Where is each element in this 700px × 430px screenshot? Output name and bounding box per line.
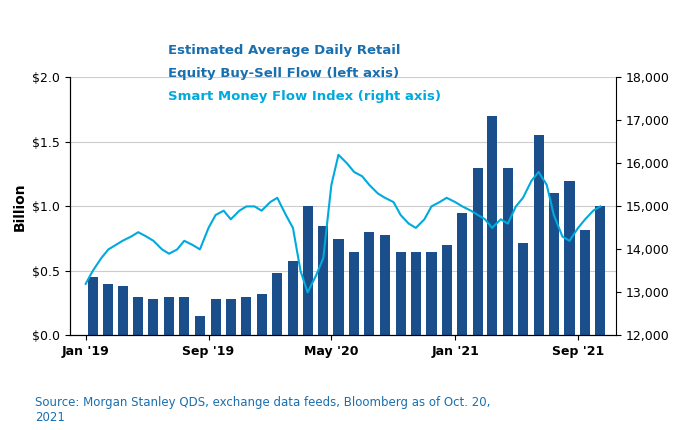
Bar xyxy=(457,213,468,335)
Text: Equity Buy-Sell Flow (left axis): Equity Buy-Sell Flow (left axis) xyxy=(168,67,400,80)
Bar xyxy=(318,226,328,335)
Text: Estimated Average Daily Retail: Estimated Average Daily Retail xyxy=(168,44,401,57)
Bar xyxy=(241,297,251,335)
Bar xyxy=(487,116,497,335)
Bar xyxy=(272,273,282,335)
Bar xyxy=(195,316,205,335)
Text: Smart Money Flow Index (right axis): Smart Money Flow Index (right axis) xyxy=(168,90,441,103)
Bar xyxy=(595,206,606,335)
Bar xyxy=(225,299,236,335)
Bar xyxy=(380,235,390,335)
Bar xyxy=(426,252,437,335)
Bar xyxy=(148,299,158,335)
Bar xyxy=(179,297,189,335)
Bar xyxy=(133,297,144,335)
Y-axis label: Billion: Billion xyxy=(13,182,27,231)
Bar xyxy=(580,230,590,335)
Bar xyxy=(364,232,374,335)
Bar xyxy=(164,297,174,335)
Bar xyxy=(564,181,575,335)
Bar xyxy=(411,252,421,335)
Bar xyxy=(473,168,483,335)
Bar xyxy=(256,294,267,335)
Bar xyxy=(88,277,98,335)
Bar xyxy=(503,168,513,335)
Bar xyxy=(395,252,406,335)
Bar xyxy=(518,243,528,335)
Bar xyxy=(333,239,344,335)
Bar xyxy=(302,206,313,335)
Bar xyxy=(118,286,127,335)
Bar xyxy=(288,261,298,335)
Bar xyxy=(442,245,452,335)
Text: Source: Morgan Stanley QDS, exchange data feeds, Bloomberg as of Oct. 20,
2021: Source: Morgan Stanley QDS, exchange dat… xyxy=(35,396,491,424)
Bar xyxy=(349,252,359,335)
Bar xyxy=(549,194,559,335)
Bar xyxy=(211,299,220,335)
Bar xyxy=(533,135,544,335)
Bar xyxy=(104,284,113,335)
